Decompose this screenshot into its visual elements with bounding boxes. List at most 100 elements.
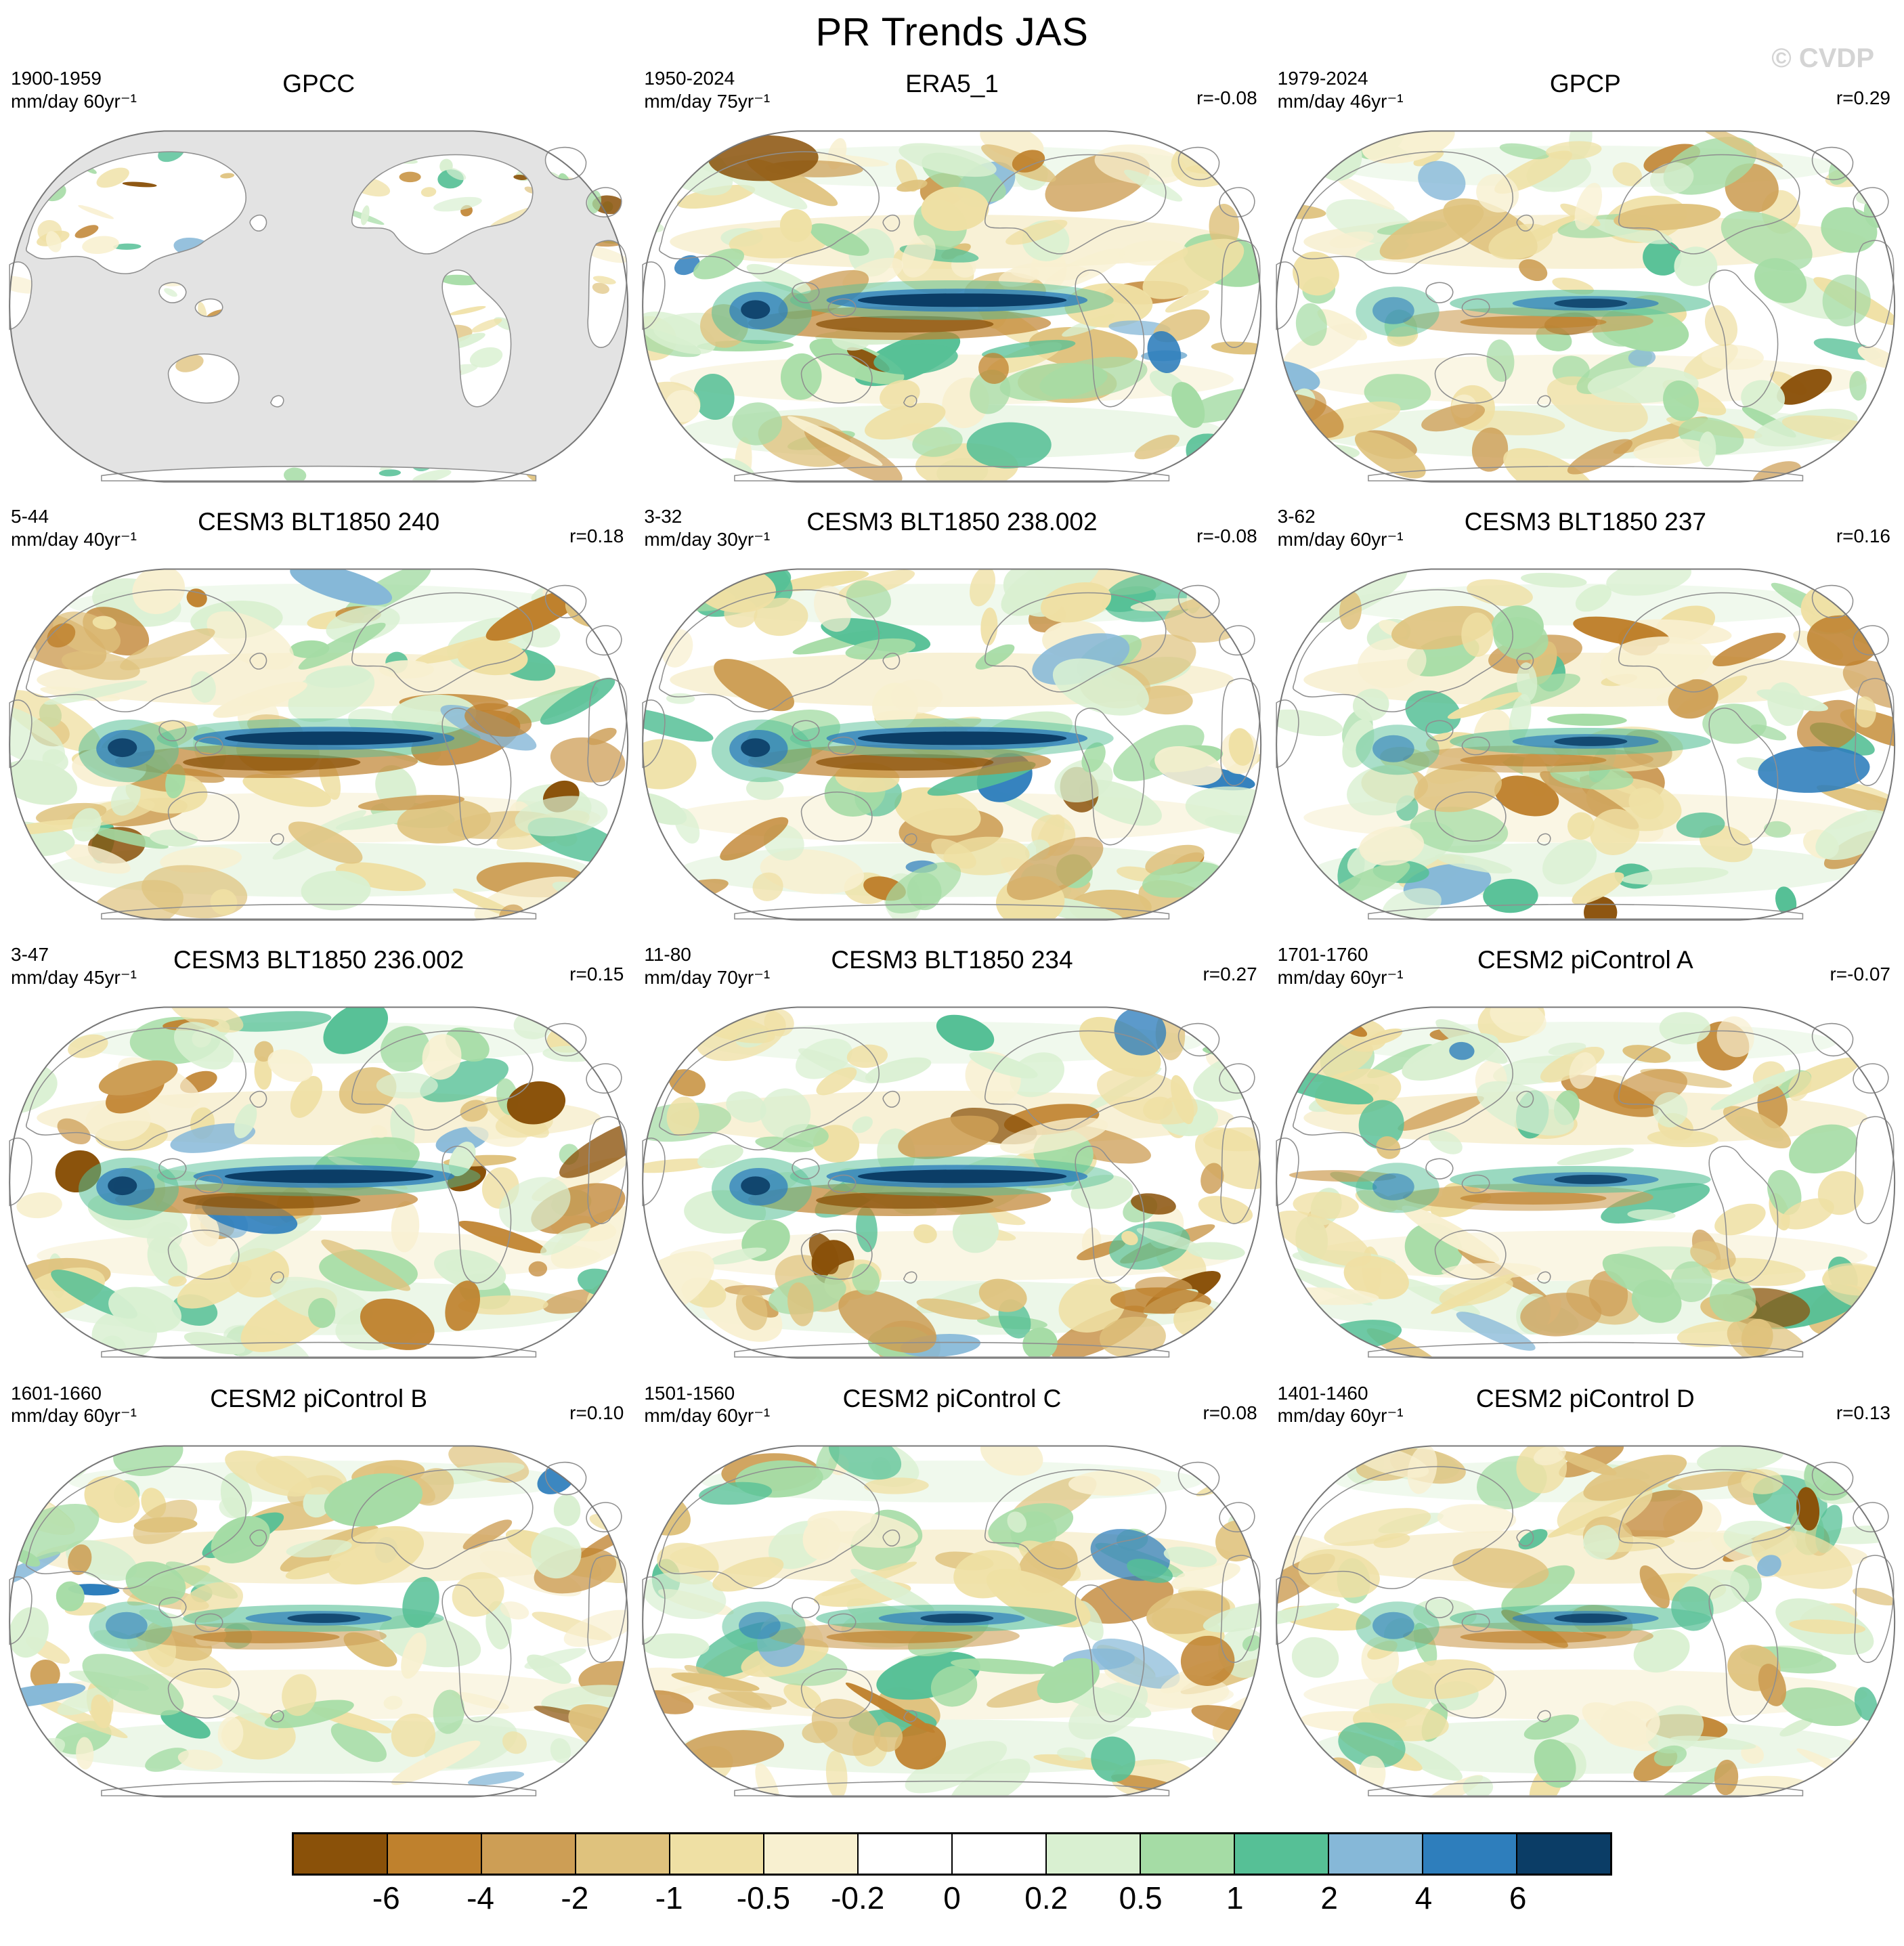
world-map [639,995,1265,1370]
panel-title: CESM2 piControl D [1475,1384,1695,1412]
colorbar-segment [1517,1834,1610,1874]
colorbar-segment [1235,1834,1329,1874]
panel-period: 1950-2024 [644,68,735,89]
panel-r-value: r=0.13 [1836,1402,1890,1423]
panel-r-value: r=0.08 [1203,1402,1257,1423]
panel-meta: 1950-2024 mm/day 75yr⁻¹ [644,67,770,112]
colorbar: -6 -4 -2 -1 -0.5 -0.2 0 0.2 0.5 1 2 4 6 [292,1832,1612,1919]
panel-title: GPCP [1549,70,1621,98]
colorbar-tick-label: -0.2 [831,1880,885,1916]
panel-units: mm/day 60yr⁻¹ [11,90,137,112]
panel-title: CESM2 piControl A [1477,946,1693,974]
panel-r-value: r=0.10 [569,1402,624,1423]
world-map [639,1433,1265,1809]
colorbar-segment [1141,1834,1235,1874]
world-map-svg [9,1006,629,1360]
colorbar-labels: -6 -4 -2 -1 -0.5 -0.2 0 0.2 0.5 1 2 4 6 [292,1876,1612,1919]
panel-r-value: r=0.27 [1203,964,1257,985]
panel-period: 1501-1560 [644,1382,735,1404]
world-map-svg [1275,568,1895,921]
colorbar-tick-label: -0.5 [736,1880,791,1916]
panel-title: CESM2 piControl B [210,1384,428,1412]
colorbar-segment [859,1834,953,1874]
map-panel: 1501-1560 mm/day 60yr⁻¹ CESM2 piControl … [639,1379,1265,1809]
panel-r-value: r=0.15 [569,964,624,985]
panel-meta: 3-62 mm/day 60yr⁻¹ [1278,505,1404,550]
panel-title: GPCC [282,70,355,98]
panel-title: ERA5_1 [905,70,999,98]
panel-header: 1950-2024 mm/day 75yr⁻¹ ERA5_1 r=-0.08 [639,64,1265,118]
colorbar-segment [388,1834,482,1874]
colorbar-tick-label: 4 [1414,1880,1433,1916]
panel-header: 11-80 mm/day 70yr⁻¹ CESM3 BLT1850 234 r=… [639,940,1265,995]
panel-units: mm/day 60yr⁻¹ [1277,528,1404,550]
world-map [1272,118,1899,494]
panel-units: mm/day 60yr⁻¹ [1277,966,1404,988]
panel-r-value: r=0.18 [569,525,624,547]
world-map-svg [642,130,1262,483]
panel-header: 3-47 mm/day 45yr⁻¹ CESM3 BLT1850 236.002… [5,940,632,995]
panel-title: CESM3 BLT1850 237 [1464,508,1706,536]
colorbar-tick-label: 0.5 [1119,1880,1163,1916]
panel-period: 1701-1760 [1277,944,1368,966]
panel-units: mm/day 70yr⁻¹ [644,966,771,988]
world-map-svg [9,1445,629,1798]
world-map-svg [9,568,629,921]
panel-meta: 3-47 mm/day 45yr⁻¹ [11,943,137,989]
colorbar-segment [670,1834,764,1874]
panel-meta: 1900-1959 mm/day 60yr⁻¹ [11,67,137,112]
panel-period: 1979-2024 [1277,68,1368,89]
world-map [639,557,1265,932]
panel-header: 3-62 mm/day 60yr⁻¹ CESM3 BLT1850 237 r=0… [1272,502,1899,557]
panel-title: CESM3 BLT1850 240 [198,508,440,536]
colorbar-tick-label: -2 [561,1880,589,1916]
map-panel: 1950-2024 mm/day 75yr⁻¹ ERA5_1 r=-0.08 [639,64,1265,494]
panel-title: CESM3 BLT1850 236.002 [173,946,464,974]
panel-units: mm/day 60yr⁻¹ [11,1405,137,1427]
world-map [5,1433,632,1809]
panel-header: 1979-2024 mm/day 46yr⁻¹ GPCP r=0.29 [1272,64,1899,118]
panel-grid: 1900-1959 mm/day 60yr⁻¹ GPCC 1950-2024 m… [0,55,1904,1809]
panel-r-value: r=0.29 [1836,87,1890,108]
panel-meta: 3-32 mm/day 30yr⁻¹ [644,505,770,550]
colorbar-segment [1329,1834,1423,1874]
map-panel: 1601-1660 mm/day 60yr⁻¹ CESM2 piControl … [5,1379,632,1809]
colorbar-tick-label: 6 [1509,1880,1527,1916]
panel-units: mm/day 60yr⁻¹ [644,1405,771,1427]
panel-meta: 5-44 mm/day 40yr⁻¹ [11,505,137,550]
panel-period: 3-47 [11,944,49,966]
panel-period: 5-44 [11,506,49,527]
world-map-svg [642,1006,1262,1360]
panel-title: CESM3 BLT1850 234 [831,946,1073,974]
panel-units: mm/day 75yr⁻¹ [644,90,771,112]
world-map [5,995,632,1370]
panel-title: CESM3 BLT1850 238.002 [806,508,1098,536]
world-map [5,118,632,494]
panel-period: 1900-1959 [11,68,102,89]
panel-r-value: r=-0.07 [1830,964,1890,985]
map-panel: 11-80 mm/day 70yr⁻¹ CESM3 BLT1850 234 r=… [639,940,1265,1370]
panel-period: 1601-1660 [11,1382,102,1404]
colorbar-segment [764,1834,859,1874]
colorbar-tick-label: -6 [372,1880,400,1916]
panel-meta: 1601-1660 mm/day 60yr⁻¹ [11,1382,137,1427]
colorbar-segment [1047,1834,1141,1874]
world-map-svg [9,130,629,483]
map-panel: 1401-1460 mm/day 60yr⁻¹ CESM2 piControl … [1272,1379,1899,1809]
panel-period: 11-80 [644,944,691,966]
panel-header: 1701-1760 mm/day 60yr⁻¹ CESM2 piControl … [1272,940,1899,995]
colorbar-tick-label: 1 [1226,1880,1244,1916]
panel-header: 3-32 mm/day 30yr⁻¹ CESM3 BLT1850 238.002… [639,502,1265,557]
world-map [1272,995,1899,1370]
panel-meta: 11-80 mm/day 70yr⁻¹ [644,943,770,989]
colorbar-tick-label: 0.2 [1024,1880,1068,1916]
world-map-svg [1275,130,1895,483]
panel-r-value: r=-0.08 [1196,87,1257,108]
world-map-svg [1275,1445,1895,1798]
map-panel: 3-32 mm/day 30yr⁻¹ CESM3 BLT1850 238.002… [639,502,1265,932]
panel-meta: 1701-1760 mm/day 60yr⁻¹ [1278,943,1404,989]
panel-units: mm/day 30yr⁻¹ [644,528,771,550]
world-map [1272,557,1899,932]
colorbar-tick-label: 0 [943,1880,961,1916]
